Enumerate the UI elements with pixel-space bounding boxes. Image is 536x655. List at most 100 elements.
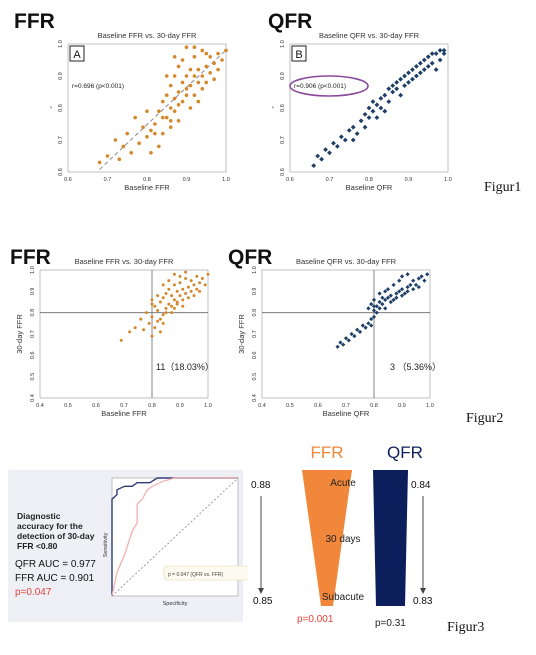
data-point: [192, 74, 197, 78]
x-tick-label: 0.7: [120, 403, 128, 409]
data-point: [178, 274, 182, 278]
data-point: [180, 80, 185, 85]
data-point: [206, 272, 210, 276]
data-point: [410, 67, 415, 72]
data-point: [129, 151, 133, 155]
data-point: [172, 74, 177, 78]
data-point: [399, 293, 405, 298]
roc-note: p = 0.047 (QFR vs. FFR): [168, 572, 223, 578]
data-point: [203, 283, 207, 287]
data-point: [196, 99, 201, 104]
data-point: [208, 71, 212, 75]
data-point: [212, 77, 216, 81]
data-point: [186, 285, 190, 289]
ffr-qfr-change-chart: FFR QFR 0.88 0.85 0.84 0.83 Acute 30 days Subacu…: [251, 443, 433, 629]
reference-diagonal: [111, 477, 239, 597]
data-point: [175, 302, 179, 306]
data-point: [421, 67, 427, 72]
data-point: [216, 51, 220, 56]
panel-letter: B: [295, 49, 302, 61]
x-axis-label: Baseline FFR: [124, 183, 170, 191]
y-tick-label: 0.6: [280, 168, 286, 176]
data-point: [192, 45, 197, 49]
x-tick-label: 0.9: [405, 177, 413, 183]
data-point: [350, 137, 356, 143]
ffr-auc: FFR AUC = 0.901: [15, 573, 95, 584]
data-point: [180, 99, 185, 104]
data-point: [161, 321, 165, 325]
data-point: [181, 304, 185, 308]
data-point: [319, 156, 324, 162]
roc-x-axis-label: Specificity: [163, 601, 188, 607]
data-point: [192, 294, 196, 298]
x-tick-label: 0.9: [176, 403, 184, 409]
x-tick-label: 0.7: [326, 177, 334, 183]
data-point: [370, 99, 376, 104]
data-point: [176, 103, 181, 107]
x-tick-label: 0.8: [365, 177, 373, 183]
annotation: r=0.906 (p<0.001): [294, 83, 346, 90]
x-tick-label: 0.8: [370, 403, 378, 409]
data-point: [195, 287, 199, 291]
data-point: [399, 287, 405, 292]
y-tick-label: 0.9: [252, 288, 258, 296]
y-tick-label: 0.6: [252, 352, 258, 360]
data-point: [366, 115, 372, 120]
data-point: [437, 48, 443, 53]
qfr-auc: QFR AUC = 0.977: [15, 559, 96, 570]
data-point: [125, 131, 130, 136]
chart-title: Baseline FFR vs. 30-day FFR: [98, 31, 197, 40]
data-point: [156, 294, 160, 298]
data-point: [149, 151, 153, 155]
data-point: [196, 67, 201, 72]
data-point: [168, 119, 173, 123]
x-tick-label: 0.6: [286, 177, 294, 183]
data-point: [168, 83, 173, 88]
roc-note-box: [163, 565, 248, 581]
data-point: [175, 289, 179, 293]
x-axis-label: Baseline QFR: [346, 183, 393, 191]
data-point: [421, 57, 427, 63]
x-tick-label: 0.5: [286, 403, 294, 409]
data-point: [425, 54, 431, 60]
data-point: [383, 306, 388, 311]
data-point: [346, 128, 352, 133]
data-point: [422, 278, 427, 283]
data-point: [175, 300, 179, 304]
data-point: [417, 70, 423, 76]
data-point: [374, 102, 380, 108]
data-point: [200, 48, 205, 53]
data-point: [181, 287, 185, 291]
y-tick-label: 0.8: [58, 104, 64, 112]
data-point: [366, 105, 372, 111]
data-point: [212, 61, 216, 65]
qfr-funnel-title: QFR: [387, 443, 423, 462]
data-point: [394, 295, 399, 300]
data-point: [358, 118, 364, 124]
panel-letter: A: [73, 49, 81, 61]
data-point: [178, 294, 182, 298]
data-point: [195, 274, 199, 278]
data-point: [172, 272, 176, 276]
data-point: [414, 73, 419, 79]
data-point: [402, 83, 407, 88]
data-point: [204, 51, 209, 56]
data-point: [137, 141, 141, 145]
data-point: [164, 311, 168, 315]
data-point: [133, 326, 137, 330]
data-point: [153, 304, 157, 308]
data-point: [172, 298, 176, 302]
data-point: [204, 64, 209, 69]
y-axis-label: 30-day FFR: [50, 88, 52, 128]
y-tick-label: 1.0: [252, 266, 258, 274]
data-point: [391, 282, 396, 288]
chart-title: Baseline QFR vs. 30-day FFR: [296, 257, 397, 266]
data-point: [178, 281, 182, 285]
data-point: [164, 115, 169, 120]
data-point: [161, 283, 165, 287]
data-point: [425, 64, 431, 69]
data-point: [311, 163, 317, 168]
data-point: [170, 311, 174, 315]
data-point: [315, 153, 321, 159]
data-point: [198, 281, 202, 285]
